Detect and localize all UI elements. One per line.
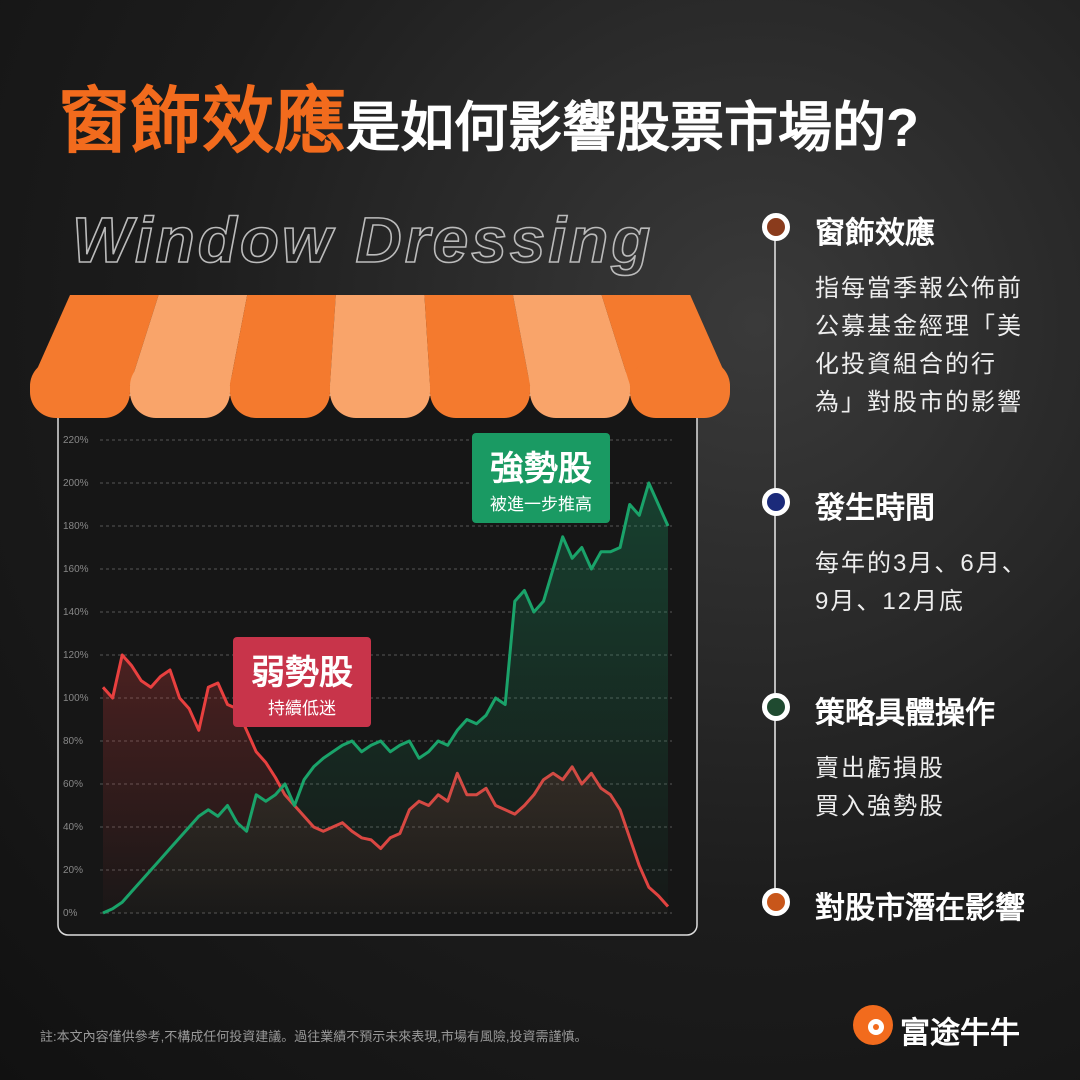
annotation-strong: 強勢股 被進一步推高 [472, 433, 610, 523]
brand-logo [853, 1005, 893, 1045]
annotation-title: 弱勢股 [251, 654, 353, 692]
annotation-weak: 弱勢股 持續低迷 [233, 637, 371, 727]
timeline-title: 策略具體操作 [815, 697, 995, 730]
timeline-text: 公募基金經理「美 [815, 313, 1023, 340]
timeline-dot [762, 488, 790, 516]
y-tick-label: 0% [63, 908, 78, 919]
y-tick-label: 140% [63, 607, 89, 618]
timeline-title: 發生時間 [815, 492, 935, 525]
title-highlight: 窗飾效應 [58, 82, 347, 162]
awning-scallop [530, 360, 630, 418]
timeline-text: 指每當季報公佈前 [815, 275, 1023, 302]
timeline-dot [762, 888, 790, 916]
timeline-dot [762, 213, 790, 241]
awning-scallop [630, 360, 730, 418]
line [102, 481, 670, 915]
y-tick-label: 80% [63, 736, 83, 747]
timeline-text: 賣出虧損股 [815, 755, 945, 782]
y-tick-label: 20% [63, 865, 83, 876]
awning-scallop [230, 360, 330, 418]
annotation-text: 持續低迷 [268, 699, 336, 718]
timeline-text: 9月、12月底 [815, 588, 966, 615]
chart: Window Dressing 0% 20% 40% 60% 80% 100% 120% 14… [30, 203, 730, 936]
timeline-title: 窗飾效應 [815, 217, 935, 250]
annotation-title: 強勢股 [490, 450, 592, 488]
timeline-line [774, 225, 776, 905]
timeline-dot [762, 693, 790, 721]
y-tick-label: 220% [63, 435, 89, 446]
y-tick-label: 60% [63, 779, 83, 790]
awning [30, 295, 730, 418]
subtitle: Window Dressing [72, 204, 653, 276]
timeline-text: 每年的3月、6月、 [815, 550, 1028, 577]
brand: 富途牛牛 [900, 1017, 1020, 1050]
y-tick-label: 120% [63, 650, 89, 661]
timeline-text: 為」對股市的影響 [815, 389, 1023, 416]
annotation-text: 被進一步推高 [490, 495, 592, 514]
area [103, 483, 668, 913]
y-tick-label: 180% [63, 521, 89, 532]
y-tick-label: 160% [63, 564, 89, 575]
y-tick-label: 200% [63, 478, 89, 489]
y-tick-label: 100% [63, 693, 89, 704]
timeline-title: 對股市潛在影響 [815, 892, 1025, 925]
awning-scallop [130, 360, 230, 418]
awning-scallop [30, 360, 130, 418]
y-tick-label: 40% [63, 822, 83, 833]
footer: 註:本文內容僅供參考,不構成任何投資建議。過往業績不預示未來表現,市場有風險,投… [40, 1029, 588, 1044]
timeline-text: 買入強勢股 [815, 793, 945, 820]
title: 窗飾效應是如何影響股票市場的? [58, 62, 919, 167]
timeline-text: 化投資組合的行 [815, 351, 997, 378]
awning-scallop [430, 360, 530, 418]
awning-scallop [330, 360, 430, 418]
title-rest: 是如何影響股票市場的? [346, 98, 920, 158]
